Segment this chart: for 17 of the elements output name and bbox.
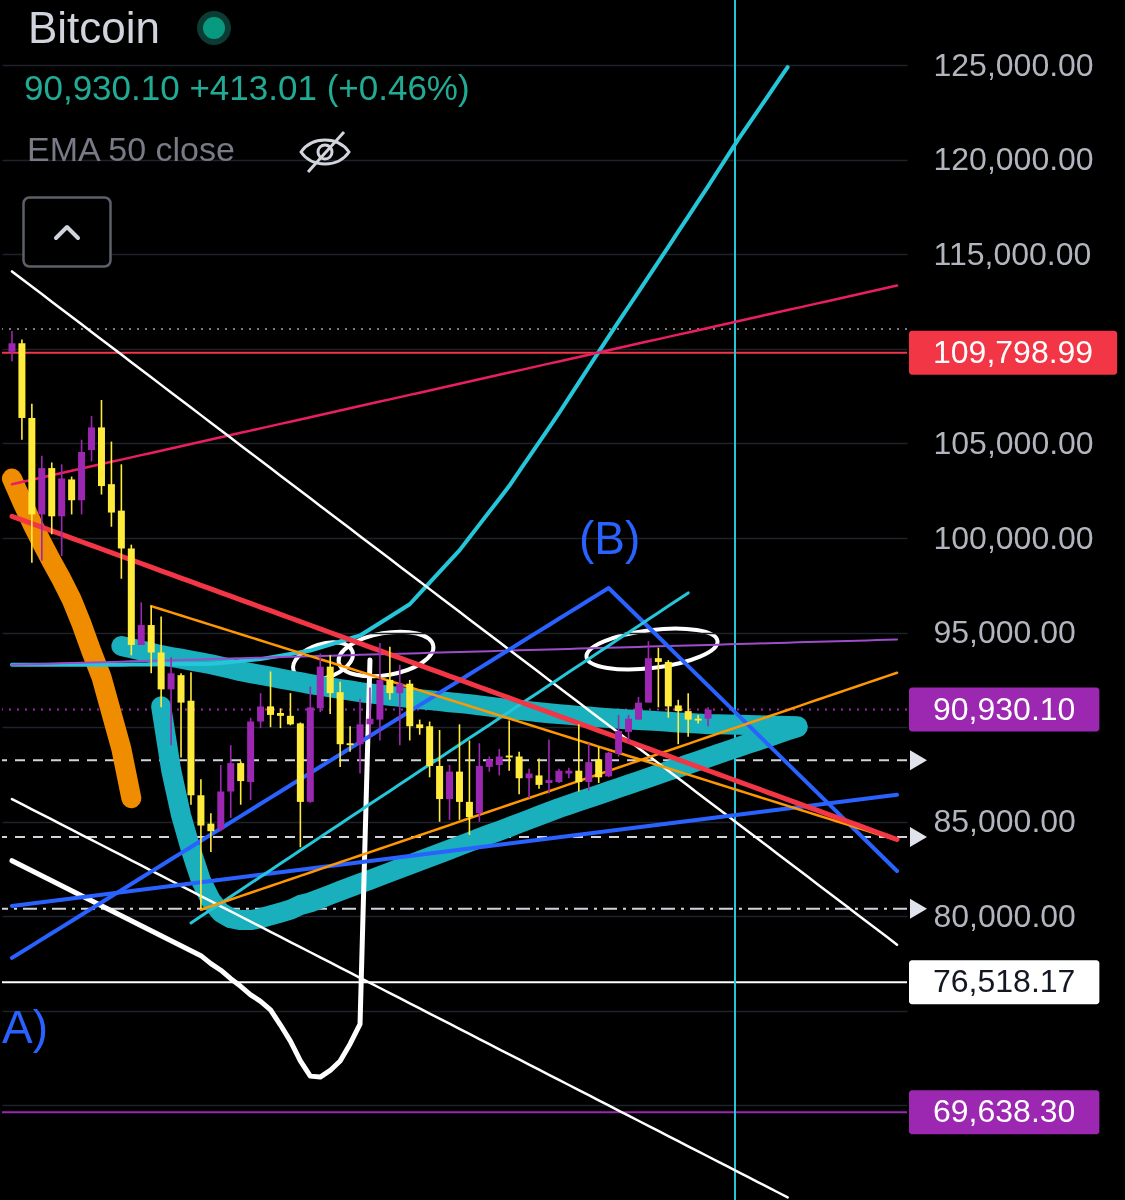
ref-line-label: 109,798.99 bbox=[933, 333, 1094, 370]
ref-line-label: 90,930.10 bbox=[933, 690, 1076, 727]
annotation: (B) bbox=[579, 512, 641, 564]
y-tick-label: 105,000.00 bbox=[933, 425, 1094, 461]
y-tick-label: 85,000.00 bbox=[933, 803, 1076, 840]
ref-line-label: 69,638.30 bbox=[933, 1093, 1076, 1130]
ref-line-label: 76,518.17 bbox=[933, 963, 1076, 1000]
y-tick-label: 115,000.00 bbox=[933, 235, 1092, 272]
y-tick-label: 95,000.00 bbox=[933, 614, 1076, 651]
annotation: EMA 50 close bbox=[27, 130, 235, 168]
annotation: A) bbox=[2, 1001, 48, 1053]
y-tick-label: 80,000.00 bbox=[933, 897, 1076, 934]
y-tick-label: 100,000.00 bbox=[933, 519, 1094, 556]
chart-title: Bitcoin bbox=[28, 3, 161, 52]
text: 90,930.10 +413.01 (+0.46%) bbox=[24, 68, 470, 107]
y-tick-label: 120,000.00 bbox=[933, 141, 1094, 178]
y-tick-label: 125,000.00 bbox=[933, 46, 1094, 83]
